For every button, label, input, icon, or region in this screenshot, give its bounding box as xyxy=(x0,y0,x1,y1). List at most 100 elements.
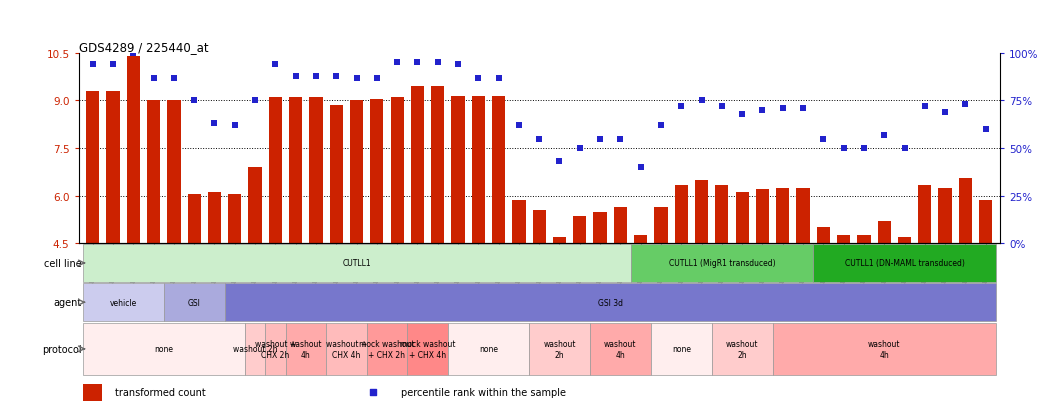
Bar xyxy=(330,106,342,244)
Bar xyxy=(898,237,911,244)
Text: protocol: protocol xyxy=(42,344,82,354)
Point xyxy=(734,111,751,118)
Bar xyxy=(634,236,647,244)
Point xyxy=(388,60,405,66)
Bar xyxy=(83,284,163,321)
Text: none: none xyxy=(154,344,173,354)
Bar xyxy=(451,96,465,244)
Bar xyxy=(492,96,506,244)
Bar xyxy=(918,185,932,244)
Text: none: none xyxy=(478,344,498,354)
Point xyxy=(977,126,994,133)
Bar xyxy=(147,101,160,244)
Bar xyxy=(654,207,668,244)
Bar xyxy=(715,185,729,244)
Point xyxy=(165,75,182,82)
Point xyxy=(247,98,264,104)
Point xyxy=(815,136,831,142)
Bar xyxy=(83,384,102,401)
Point xyxy=(754,107,771,114)
Bar xyxy=(127,57,140,244)
Bar xyxy=(83,244,630,282)
Bar xyxy=(695,180,708,244)
Point xyxy=(409,60,426,66)
Bar xyxy=(837,236,850,244)
Bar xyxy=(410,87,424,244)
Bar xyxy=(371,100,383,244)
Text: vehicle: vehicle xyxy=(110,298,137,307)
Text: washout
4h: washout 4h xyxy=(604,339,637,358)
Point xyxy=(267,62,284,69)
Bar xyxy=(736,193,749,244)
Bar xyxy=(228,195,242,244)
Bar xyxy=(83,323,245,375)
Bar xyxy=(938,188,952,244)
Point xyxy=(836,145,852,152)
Point xyxy=(146,75,162,82)
Bar xyxy=(573,217,586,244)
Text: agent: agent xyxy=(53,297,82,308)
Text: GSI 3d: GSI 3d xyxy=(598,298,623,307)
Point xyxy=(185,98,202,104)
Bar xyxy=(979,201,993,244)
Point xyxy=(349,75,365,82)
Bar xyxy=(814,244,996,282)
Bar xyxy=(448,323,529,375)
Bar xyxy=(208,193,221,244)
Point xyxy=(693,98,710,104)
Bar xyxy=(245,323,265,375)
Point xyxy=(85,62,102,69)
Bar xyxy=(366,323,407,375)
Text: washout +
CHX 2h: washout + CHX 2h xyxy=(254,339,296,358)
Point xyxy=(125,50,141,57)
Bar xyxy=(817,228,830,244)
Text: CUTLL1 (MigR1 transduced): CUTLL1 (MigR1 transduced) xyxy=(669,259,775,268)
Bar xyxy=(756,190,770,244)
Bar xyxy=(857,236,870,244)
Bar xyxy=(553,237,566,244)
Text: none: none xyxy=(672,344,691,354)
Bar xyxy=(712,323,773,375)
Bar xyxy=(776,188,789,244)
Text: washout +
CHX 4h: washout + CHX 4h xyxy=(326,339,367,358)
Point xyxy=(592,136,608,142)
Text: washout
2h: washout 2h xyxy=(726,339,758,358)
Bar xyxy=(269,98,282,244)
Text: GDS4289 / 225440_at: GDS4289 / 225440_at xyxy=(79,41,208,54)
Text: CUTLL1 (DN-MAML transduced): CUTLL1 (DN-MAML transduced) xyxy=(845,259,964,268)
Text: mock washout
+ CHX 4h: mock washout + CHX 4h xyxy=(400,339,455,358)
Bar xyxy=(630,244,814,282)
Bar xyxy=(512,201,526,244)
Point xyxy=(896,145,913,152)
Text: mock washout
+ CHX 2h: mock washout + CHX 2h xyxy=(359,339,415,358)
Point xyxy=(429,60,446,66)
Bar xyxy=(472,96,485,244)
Point xyxy=(612,136,629,142)
Bar xyxy=(651,323,712,375)
Bar xyxy=(407,323,448,375)
Text: CUTLL1: CUTLL1 xyxy=(342,259,371,268)
Point xyxy=(490,75,507,82)
Point xyxy=(551,159,567,165)
Point xyxy=(226,123,243,129)
Point xyxy=(775,105,792,112)
Bar xyxy=(350,101,363,244)
Bar xyxy=(309,98,322,244)
Point xyxy=(937,109,954,116)
Text: cell line: cell line xyxy=(44,258,82,268)
Bar xyxy=(187,195,201,244)
Bar xyxy=(248,168,262,244)
Point xyxy=(369,75,385,82)
Bar xyxy=(959,179,972,244)
Point xyxy=(632,164,649,171)
Point xyxy=(470,75,487,82)
Point xyxy=(206,121,223,127)
Bar xyxy=(877,221,891,244)
Point xyxy=(673,104,690,110)
Bar xyxy=(674,185,688,244)
Point xyxy=(511,123,528,129)
Bar xyxy=(431,87,444,244)
Bar xyxy=(614,207,627,244)
Point xyxy=(328,73,344,80)
Point xyxy=(365,389,382,396)
